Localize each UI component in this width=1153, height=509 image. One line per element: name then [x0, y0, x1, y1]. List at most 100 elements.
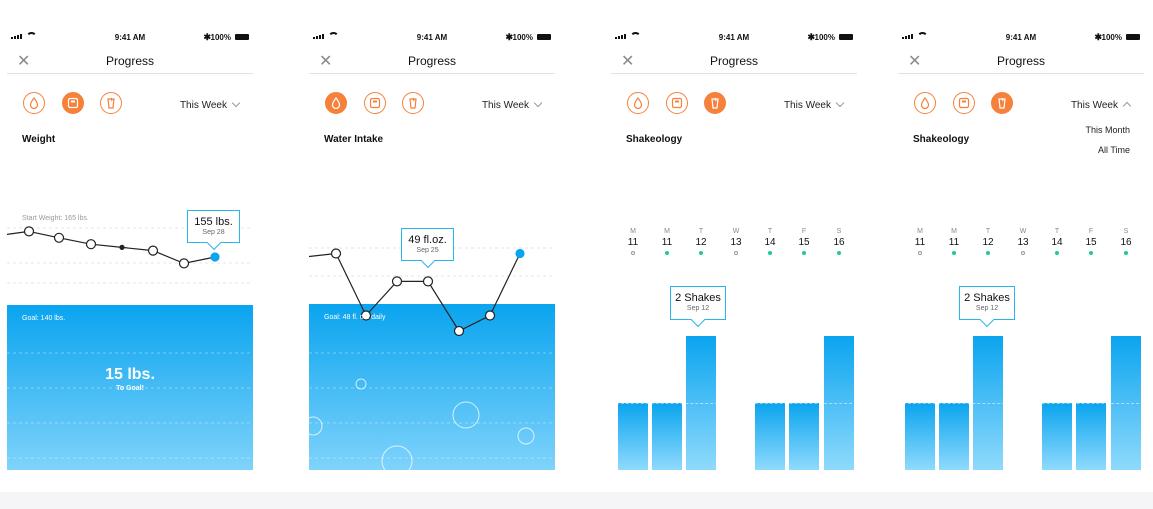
day-column[interactable]: S 16 — [829, 228, 849, 255]
remaining-value: 15 lbs. — [105, 366, 155, 383]
day-status-dot — [986, 251, 990, 255]
close-icon[interactable]: ✕ — [908, 53, 922, 70]
close-icon[interactable]: ✕ — [319, 53, 333, 70]
tooltip-value: 155 lbs. — [194, 216, 233, 228]
tooltip-date: Sep 12 — [686, 305, 710, 312]
day-letter: F — [1088, 228, 1094, 235]
weight-line-chart — [7, 226, 253, 459]
metric-title: Weight — [22, 134, 56, 145]
bluetooth-icon: ✱ — [807, 32, 815, 42]
nav-bar: ✕ Progress — [898, 46, 1144, 74]
nav-bar: ✕ Progress — [7, 46, 253, 74]
data-point[interactable] — [330, 248, 342, 259]
wifi-icon — [630, 32, 641, 43]
data-point[interactable] — [53, 232, 65, 243]
day-column[interactable]: M 11 — [910, 228, 930, 255]
close-icon[interactable]: ✕ — [17, 53, 31, 70]
data-point[interactable] — [210, 252, 220, 262]
day-status-dot — [768, 251, 772, 255]
day-column[interactable]: M 11 — [944, 228, 964, 255]
day-date: 11 — [661, 237, 673, 248]
day-letter: S — [1123, 228, 1129, 235]
status-bar: 9:41 AM ✱ 100% — [898, 28, 1144, 46]
period-dropdown[interactable]: This Week — [784, 98, 845, 111]
day-column[interactable]: M 11 — [623, 228, 643, 255]
day-column[interactable]: T 14 — [760, 228, 780, 255]
data-point[interactable] — [515, 248, 525, 259]
shake-bar[interactable] — [652, 403, 682, 470]
shake-bar[interactable] — [789, 403, 819, 470]
battery-icon — [235, 34, 249, 40]
day-column[interactable]: W 13 — [726, 228, 746, 255]
battery-icon — [1126, 34, 1140, 40]
day-column[interactable]: T 14 — [1047, 228, 1067, 255]
water-line-chart — [309, 247, 555, 470]
shake-cup-icon[interactable] — [402, 92, 424, 114]
data-point[interactable] — [360, 310, 372, 321]
screen-shakeology: 9:41 AM ✱ 100% ✕ Progress This Week Shak… — [611, 28, 857, 470]
screen-water: 9:41 AM ✱ 100% ✕ Progress This Week Wate… — [309, 28, 555, 470]
data-point[interactable] — [147, 245, 159, 256]
day-column[interactable]: F 15 — [794, 228, 814, 255]
data-point[interactable] — [119, 244, 125, 250]
value-tooltip: 49 fl.oz. Sep 25 — [401, 228, 454, 269]
wifi-icon — [328, 32, 339, 43]
goal-label: Goal: 48 fl. oz. daily — [324, 314, 386, 321]
data-point[interactable] — [453, 325, 465, 337]
water-drop-icon[interactable] — [23, 92, 45, 114]
scale-icon[interactable] — [953, 92, 975, 114]
battery-percent: 100% — [814, 33, 835, 42]
option-this-month[interactable]: This Month — [1085, 125, 1130, 135]
day-status-dot — [1021, 251, 1025, 255]
data-point[interactable] — [391, 276, 403, 287]
day-column[interactable]: S 16 — [1116, 228, 1136, 255]
battery-icon — [839, 34, 853, 40]
day-column[interactable]: T 12 — [978, 228, 998, 255]
tooltip-pointer — [979, 312, 995, 328]
status-time: 9:41 AM — [114, 33, 146, 42]
day-date: 14 — [1051, 237, 1063, 248]
shake-bar[interactable] — [755, 403, 785, 470]
period-dropdown[interactable]: This Week — [482, 98, 543, 111]
day-date: 15 — [1085, 237, 1097, 248]
shake-bar[interactable] — [939, 403, 969, 470]
water-drop-icon[interactable] — [914, 92, 936, 114]
shake-bar[interactable] — [1076, 403, 1106, 470]
period-dropdown[interactable]: This Week — [180, 98, 241, 111]
data-point[interactable] — [484, 310, 496, 321]
close-icon[interactable]: ✕ — [621, 53, 635, 70]
day-column[interactable]: W 13 — [1013, 228, 1033, 255]
goal-area — [7, 305, 253, 470]
day-column[interactable]: M 11 — [657, 228, 677, 255]
shake-bar[interactable] — [905, 403, 935, 470]
shake-cup-icon[interactable] — [991, 92, 1013, 114]
data-point[interactable] — [422, 276, 434, 287]
goal-label: Goal: 140 lbs. — [22, 315, 66, 322]
day-status-dot — [952, 251, 956, 255]
status-time: 9:41 AM — [1005, 33, 1037, 42]
scale-icon[interactable] — [364, 92, 386, 114]
scale-icon[interactable] — [62, 92, 84, 114]
data-point[interactable] — [178, 258, 190, 269]
shake-cup-icon[interactable] — [100, 92, 122, 114]
page-title: Progress — [709, 54, 759, 68]
shake-bar[interactable] — [1042, 403, 1072, 470]
data-point[interactable] — [23, 226, 35, 237]
day-column[interactable]: T 12 — [691, 228, 711, 255]
day-column[interactable]: F 15 — [1081, 228, 1101, 255]
period-dropdown[interactable]: This Week — [1071, 100, 1132, 111]
option-all-time[interactable]: All Time — [1097, 145, 1130, 155]
water-drop-icon[interactable] — [627, 92, 649, 114]
water-drop-icon[interactable] — [325, 92, 347, 114]
wifi-icon — [917, 32, 928, 43]
day-letter: T — [1054, 228, 1060, 235]
status-time: 9:41 AM — [416, 33, 448, 42]
page-title: Progress — [996, 54, 1046, 68]
signal-icon — [11, 34, 22, 39]
scale-icon[interactable] — [666, 92, 688, 114]
data-point[interactable] — [85, 239, 97, 250]
value-tooltip: 155 lbs. Sep 28 — [187, 210, 240, 251]
shake-bar[interactable] — [618, 403, 648, 470]
day-letter: M — [664, 228, 670, 235]
shake-cup-icon[interactable] — [704, 92, 726, 114]
